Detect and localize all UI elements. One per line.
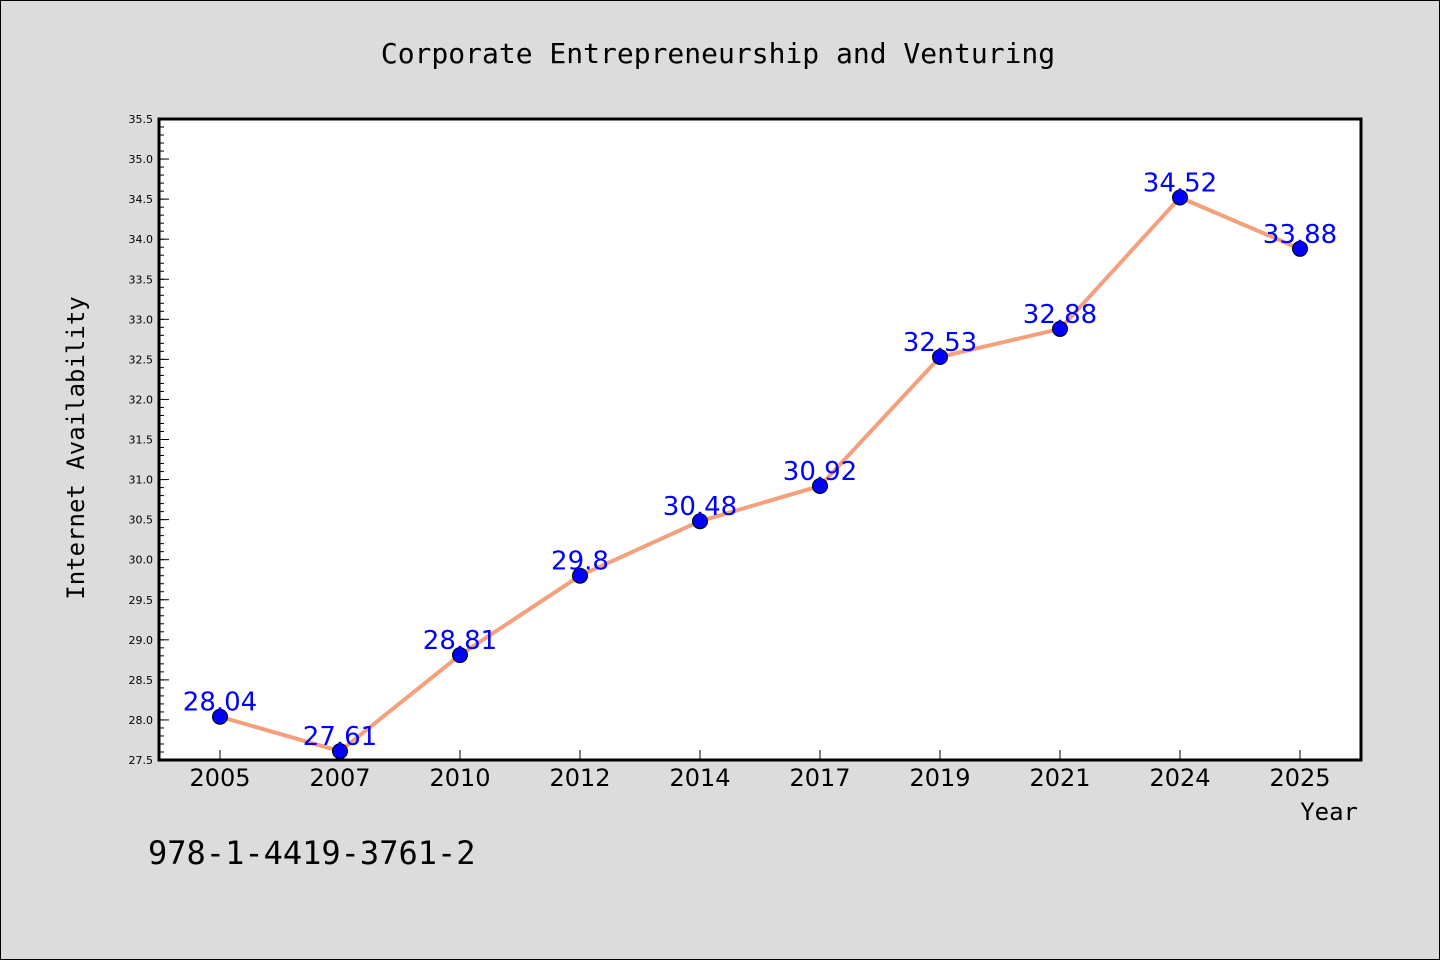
data-labels: 28.04 27.61 28.81 29.8 30.48 30.92 32.53 32.88 3… (183, 169, 1337, 753)
x-tick-label: 2014 (669, 764, 730, 792)
data-point (212, 708, 228, 725)
data-point (452, 647, 468, 664)
x-tick-label: 2024 (1149, 764, 1210, 792)
y-tick-label: 30.5 (129, 514, 154, 527)
y-tick-label: 31.5 (129, 434, 154, 447)
data-label: 32.53 (903, 328, 977, 358)
data-label: 30.92 (783, 457, 857, 487)
data-label: 27.61 (303, 722, 377, 752)
y-tick-label: 34.5 (129, 193, 154, 206)
y-tick-label: 27.5 (129, 754, 154, 767)
data-point (1052, 320, 1068, 337)
y-tick-label: 30.0 (129, 554, 154, 567)
y-tick-label: 34.0 (129, 233, 154, 246)
y-tick-label: 32.5 (129, 353, 154, 366)
data-label: 33.88 (1263, 220, 1337, 250)
data-label: 30.48 (663, 492, 737, 522)
data-label: 28.04 (183, 688, 257, 718)
x-axis-label: Year (1300, 798, 1358, 826)
data-point (812, 477, 828, 494)
y-tick-label: 29.0 (129, 634, 154, 647)
data-point (692, 513, 708, 530)
isbn-text: 978-1-4419-3761-2 (148, 834, 476, 872)
x-tick-label: 2019 (909, 764, 970, 792)
y-tick-label: 28.0 (129, 714, 154, 727)
x-axis: 2005 2007 2010 2012 2014 2017 2019 2021 2024 2025 (189, 750, 1331, 792)
data-point (932, 348, 948, 365)
x-tick-label: 2021 (1029, 764, 1090, 792)
x-tick-label: 2017 (789, 764, 850, 792)
x-tick-label: 2025 (1269, 764, 1330, 792)
data-label: 34.52 (1143, 169, 1217, 199)
y-tick-label: 32.0 (129, 393, 154, 406)
y-axis-label: Internet Availability (62, 296, 90, 599)
data-label: 32.88 (1023, 300, 1097, 330)
y-tick-label: 28.5 (129, 674, 154, 687)
y-tick-label: 31.0 (129, 474, 154, 487)
data-label: 28.81 (423, 626, 497, 656)
series (212, 189, 1308, 760)
series-line (219, 195, 1301, 754)
y-tick-label: 35.5 (129, 113, 154, 126)
data-point (1172, 189, 1188, 206)
data-label: 29.8 (551, 547, 609, 577)
y-tick-label: 35.0 (129, 153, 154, 166)
data-point (332, 743, 348, 760)
x-tick-label: 2012 (549, 764, 610, 792)
y-axis: 27.5 28.0 28.5 29.0 29.5 30.0 30.5 31.0 31.5 32.0… (129, 113, 169, 767)
y-tick-label: 33.0 (129, 313, 154, 326)
plot-area (157, 117, 1363, 762)
x-tick-label: 2007 (309, 764, 370, 792)
x-tick-label: 2010 (429, 764, 490, 792)
y-tick-label: 29.5 (129, 594, 154, 607)
data-point (572, 567, 588, 584)
data-point (1292, 240, 1308, 257)
y-tick-label: 33.5 (129, 273, 154, 286)
x-tick-label: 2005 (189, 764, 250, 792)
chart-title: Corporate Entrepreneurship and Venturing (381, 37, 1055, 70)
